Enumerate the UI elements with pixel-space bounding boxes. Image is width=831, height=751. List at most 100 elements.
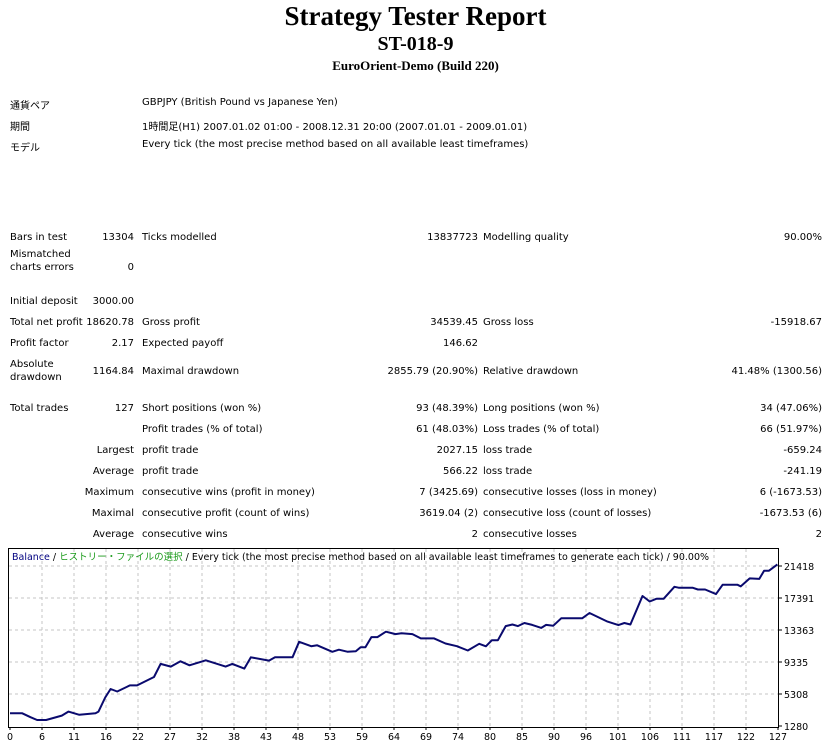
y-tick-label: 5308: [784, 690, 808, 701]
stat-v2-12: 2: [471, 529, 478, 540]
stat-l2-12: consecutive wins: [142, 529, 228, 540]
stat-v2-6: 93 (48.39%): [416, 403, 478, 414]
period-label: 期間: [10, 122, 30, 133]
stat-l1-6: Total trades: [10, 403, 69, 414]
stat-l2-6: Short positions (won %): [142, 403, 262, 414]
y-tick-label: 13363: [784, 626, 814, 637]
stat-l1-1: Mismatched charts errors: [10, 249, 74, 273]
period-value: 1時間足(H1) 2007.01.02 01:00 - 2008.12.31 2…: [142, 122, 528, 133]
y-tick-label: 17391: [784, 594, 814, 605]
x-tick-label: 117: [705, 732, 723, 743]
stat-l3-9: loss trade: [483, 466, 533, 477]
stat-l2-8: profit trade: [142, 445, 199, 456]
balance-chart: Balance / ヒストリー・ファイルの選択 / Every tick (th…: [7, 548, 814, 743]
stat-v3-12: 2: [815, 529, 822, 540]
server-build: EuroOrient-Demo (Build 220): [332, 58, 499, 73]
y-tick-label: 1280: [784, 722, 808, 733]
chart-title-balance: Balance: [12, 552, 50, 563]
symbol-label: 通貨ペア: [10, 101, 50, 112]
stat-v1-9: Average: [92, 466, 134, 477]
x-tick-label: 101: [609, 732, 627, 743]
expert-name: ST-018-9: [377, 33, 454, 55]
stat-v1-3: 18620.78: [86, 317, 134, 328]
x-tick-label: 6: [39, 732, 45, 743]
x-tick-label: 11: [68, 732, 80, 743]
stat-v2-4: 146.62: [443, 338, 478, 349]
stat-v2-3: 34539.45: [430, 317, 478, 328]
stat-l3-8: loss trade: [483, 445, 533, 456]
stat-l2-4: Expected payoff: [142, 338, 224, 349]
stat-l3-5: Relative drawdown: [483, 366, 579, 377]
x-tick-label: 0: [7, 732, 13, 743]
stat-v2-10: 7 (3425.69): [419, 487, 478, 498]
x-tick-label: 106: [641, 732, 659, 743]
stat-v3-9: -241.19: [783, 466, 822, 477]
stat-l2-5: Maximal drawdown: [142, 366, 240, 377]
chart-title-model: / Every tick (the most precise method ba…: [183, 552, 709, 563]
stat-v3-8: -659.24: [783, 445, 822, 456]
chart-frame: [8, 548, 779, 728]
stat-l1-0: Bars in test: [10, 232, 67, 243]
stat-l1-5: Absolute drawdown: [10, 359, 62, 383]
stat-l2-7: Profit trades (% of total): [142, 424, 263, 435]
stat-v1-6: 127: [114, 403, 134, 414]
stat-v3-5: 41.48% (1300.56): [731, 366, 822, 377]
stat-v1-11: Maximal: [91, 508, 134, 519]
x-tick-label: 43: [260, 732, 272, 743]
x-tick-label: 69: [420, 732, 432, 743]
stat-v3-7: 66 (51.97%): [760, 424, 822, 435]
y-tick-label: 9335: [784, 658, 808, 669]
x-tick-label: 22: [132, 732, 144, 743]
stat-v1-12: Average: [92, 529, 134, 540]
stat-v3-10: 6 (-1673.53): [759, 487, 822, 498]
stat-v3-6: 34 (47.06%): [760, 403, 822, 414]
x-tick-label: 32: [196, 732, 208, 743]
stat-l3-12: consecutive losses: [483, 529, 577, 540]
symbol-value: GBPJPY (British Pound vs Japanese Yen): [142, 97, 338, 108]
chart-title-sep: /: [50, 552, 59, 563]
stat-l3-0: Modelling quality: [483, 232, 569, 243]
stat-l3-6: Long positions (won %): [483, 403, 600, 414]
stat-v1-0: 13304: [102, 232, 134, 243]
stat-l2-10: consecutive wins (profit in money): [142, 487, 315, 498]
x-tick-label: 80: [484, 732, 496, 743]
stat-v3-0: 90.00%: [783, 232, 822, 243]
stat-v2-7: 61 (48.03%): [416, 424, 478, 435]
x-tick-label: 48: [292, 732, 304, 743]
stat-l1-4: Profit factor: [10, 338, 69, 349]
x-tick-label: 38: [228, 732, 240, 743]
x-tick-label: 127: [769, 732, 787, 743]
stat-v2-9: 566.22: [443, 466, 478, 477]
model-value: Every tick (the most precise method base…: [142, 139, 529, 150]
x-tick-label: 111: [673, 732, 691, 743]
stat-v2-5: 2855.79 (20.90%): [387, 366, 478, 377]
stat-l2-0: Ticks modelled: [142, 232, 217, 243]
stat-v3-3: -15918.67: [770, 317, 822, 328]
stat-l2-3: Gross profit: [142, 317, 200, 328]
x-tick-label: 59: [356, 732, 368, 743]
chart-title: Balance / ヒストリー・ファイルの選択 / Every tick (th…: [12, 551, 709, 563]
stat-v3-11: -1673.53 (6): [759, 508, 822, 519]
x-tick-label: 85: [516, 732, 528, 743]
stat-v1-8: Largest: [96, 445, 134, 456]
stat-l3-7: Loss trades (% of total): [483, 424, 600, 435]
stat-v2-11: 3619.04 (2): [419, 508, 478, 519]
x-tick-label: 96: [580, 732, 592, 743]
stat-v1-10: Maximum: [84, 487, 134, 498]
stat-l3-11: consecutive loss (count of losses): [483, 508, 652, 519]
stat-v2-0: 13837723: [427, 232, 478, 243]
x-tick-label: 27: [164, 732, 176, 743]
stat-v1-1: 0: [127, 262, 134, 273]
model-label: モデル: [10, 143, 40, 154]
x-tick-label: 53: [324, 732, 336, 743]
x-tick-label: 90: [548, 732, 560, 743]
stat-v1-5: 1164.84: [92, 366, 134, 377]
stat-l1-2: Initial deposit: [10, 296, 78, 307]
balance-line: [10, 563, 779, 721]
y-tick-label: 21418: [784, 562, 814, 573]
stat-l1-3: Total net profit: [10, 317, 83, 328]
stat-l3-3: Gross loss: [483, 317, 534, 328]
x-tick-label: 74: [452, 732, 464, 743]
x-tick-label: 122: [737, 732, 755, 743]
stat-v1-4: 2.17: [111, 338, 134, 349]
